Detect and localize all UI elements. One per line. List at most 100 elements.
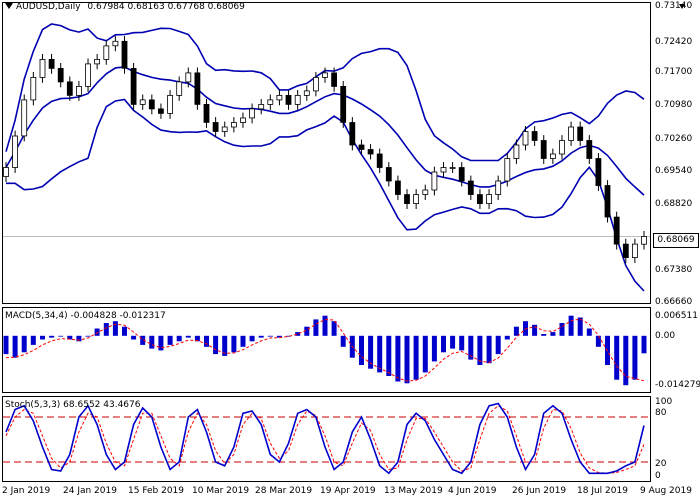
candle-body <box>267 99 274 105</box>
candle-body <box>258 104 265 110</box>
candle-body <box>376 153 383 168</box>
stoch-plot <box>3 402 650 475</box>
macd-tick: -0.014279 <box>655 380 700 390</box>
candle-body <box>349 122 356 146</box>
candle-body <box>431 171 438 191</box>
candle-body <box>449 167 456 169</box>
macd-histogram-bar <box>586 328 592 336</box>
candle-body <box>294 95 301 105</box>
date-tick: 19 Apr 2019 <box>320 486 376 496</box>
candle-body <box>394 180 401 195</box>
price-tick: 0.69540 <box>655 166 693 176</box>
macd-histogram-bar <box>377 335 383 373</box>
candle-body <box>240 117 246 123</box>
macd-histogram-bar <box>240 335 246 347</box>
macd-histogram-bar <box>276 335 282 338</box>
candle-body <box>139 99 146 105</box>
macd-histogram-bar <box>322 315 328 336</box>
stoch-signal-line <box>5 405 645 474</box>
date-tick: 2 Jan 2019 <box>2 486 51 496</box>
candle-body <box>486 194 493 205</box>
macd-histogram-bar <box>340 335 346 347</box>
candle-body <box>12 135 19 168</box>
macd-histogram-bar <box>541 334 547 336</box>
candle-body <box>413 194 420 205</box>
candle-body <box>130 68 137 105</box>
candle-body <box>230 122 237 128</box>
price-tick: 0.66660 <box>655 297 693 307</box>
macd-histogram-bar <box>422 335 428 373</box>
candle-body <box>522 131 529 146</box>
candle-body <box>3 167 9 177</box>
stoch-tick: 20 <box>655 459 667 469</box>
macd-histogram-bar <box>122 326 127 336</box>
macd-histogram-bar <box>213 335 219 355</box>
macd-histogram-bar <box>222 335 228 356</box>
candle-body <box>559 140 565 155</box>
candle-body <box>276 95 283 101</box>
macd-histogram-bar <box>386 335 392 376</box>
price-tick: 0.67380 <box>655 265 693 275</box>
macd-histogram-bar <box>331 321 337 336</box>
price-tick: 0.70260 <box>655 134 693 144</box>
date-tick: 18 Jul 2019 <box>577 486 628 496</box>
chart-menu-icon[interactable] <box>5 3 13 9</box>
macd-histogram-bar <box>559 323 565 336</box>
macd-plot <box>3 315 647 386</box>
candle-body <box>440 167 447 173</box>
candle-body <box>221 126 228 132</box>
candle-body <box>568 126 574 141</box>
date-tick: 15 Feb 2019 <box>128 486 185 496</box>
date-tick: 24 Jan 2019 <box>63 486 117 496</box>
candle-body <box>322 72 328 78</box>
chart-shift-icon[interactable] <box>679 4 685 9</box>
date-tick: 10 Mar 2019 <box>192 486 250 496</box>
macd-histogram-bar <box>577 317 583 336</box>
macd-histogram-bar <box>623 335 629 386</box>
macd-histogram-bar <box>568 315 574 336</box>
candle-body <box>157 108 164 114</box>
macd-histogram-bar <box>486 335 492 364</box>
price-tick: 0.68820 <box>655 199 693 209</box>
macd-histogram-bar <box>641 335 647 354</box>
macd-histogram-bar <box>204 335 209 347</box>
macd-histogram-bar <box>167 335 173 345</box>
candle-body <box>121 40 128 69</box>
candle-body <box>604 185 611 218</box>
candle-body <box>249 108 256 119</box>
candle-body <box>513 144 520 159</box>
macd-panel-frame <box>2 307 651 393</box>
macd-tick: 0.006511 <box>655 311 698 321</box>
macd-histogram-bar <box>85 335 91 337</box>
candle-body <box>57 68 64 83</box>
macd-histogram-bar <box>359 335 364 365</box>
candle-body <box>404 194 410 205</box>
candle-body <box>112 40 119 47</box>
macd-label: MACD(5,34,4) -0.004828 -0.012317 <box>5 311 166 321</box>
macd-histogram-bar <box>49 335 55 338</box>
macd-histogram-bar <box>431 335 437 362</box>
price-tick: 0.73140 <box>655 1 693 11</box>
price-tick: 0.72420 <box>655 37 693 47</box>
candle-body <box>212 122 219 132</box>
macd-histogram-bar <box>513 326 519 336</box>
price-plot <box>3 23 650 292</box>
candle-body <box>641 236 647 245</box>
candle-body <box>303 90 310 96</box>
macd-histogram-bar <box>249 335 255 342</box>
candle-body <box>632 243 638 259</box>
macd-histogram-bar <box>149 335 155 349</box>
macd-histogram-bar <box>304 326 310 336</box>
date-tick: 9 Aug 2019 <box>640 486 692 496</box>
macd-histogram-bar <box>12 335 18 358</box>
candle-body <box>540 140 547 159</box>
candle-body <box>203 104 210 123</box>
candle-body <box>30 77 37 101</box>
price-tick: 0.70980 <box>655 100 693 110</box>
date-tick: 4 Jun 2019 <box>448 486 497 496</box>
macd-histogram-bar <box>286 335 291 337</box>
bollinger-middle-band <box>5 66 645 196</box>
macd-histogram-bar <box>67 335 73 340</box>
